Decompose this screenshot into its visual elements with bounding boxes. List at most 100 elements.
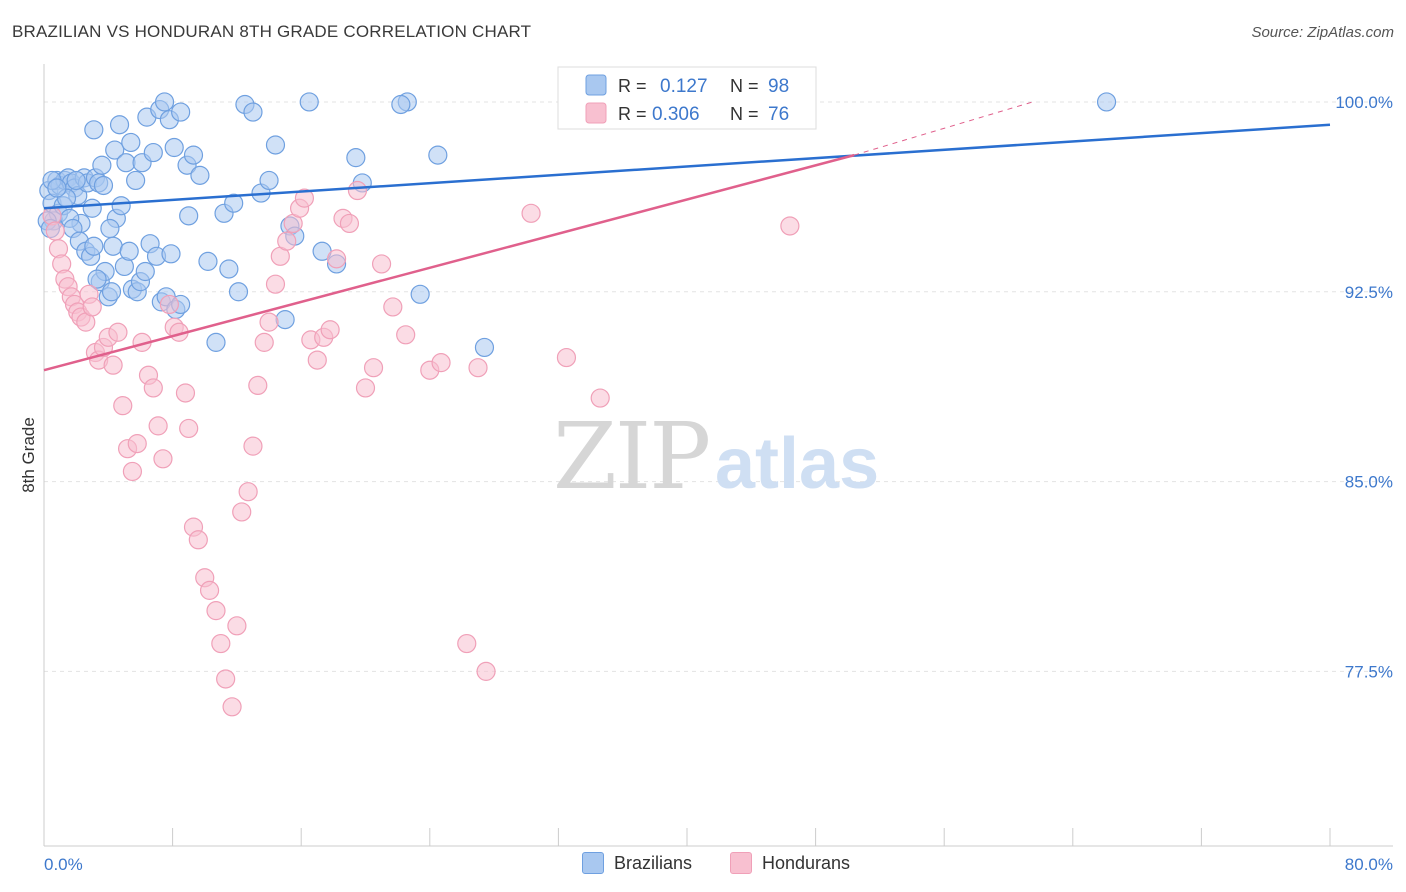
hondurans-point-17 [103, 355, 123, 375]
hondurans-point-69 [457, 633, 477, 654]
brazilians-point-50 [116, 153, 136, 173]
x-tick-label-left: 0.0% [44, 855, 83, 874]
hondurans-point-43 [238, 482, 258, 502]
hondurans-point-18 [108, 322, 128, 342]
hondurans-point-46 [254, 332, 274, 352]
brazilians-point-68 [228, 282, 249, 302]
legend-swatch-brazilians [582, 852, 604, 874]
trend-lines [43, 101, 1331, 372]
brazilians-point-89 [1096, 92, 1117, 112]
hondurans-point-34 [188, 530, 208, 550]
y-axis-label: 8th Grade [19, 417, 38, 493]
brazilians-point-93 [87, 269, 107, 289]
brazilians-point-47 [100, 218, 120, 239]
brazilians-point-86 [428, 145, 448, 165]
legend-label-hondurans: Hondurans [762, 852, 851, 873]
brazilians-point-81 [346, 148, 366, 168]
watermark: ZIP atlas [553, 403, 879, 510]
hondurans-point-74 [590, 388, 610, 408]
brazilians-point-45 [84, 120, 104, 140]
hondurans-point-55 [307, 350, 327, 370]
hondurans-point-50 [277, 231, 297, 251]
stats-swatch-hondurans [585, 102, 607, 124]
brazilians-point-92 [66, 170, 86, 191]
hondurans-point-71 [476, 661, 496, 681]
hondurans-point-57 [320, 320, 340, 340]
hondurans-point-39 [216, 669, 236, 689]
brazilians-point-69 [224, 193, 244, 213]
brazilians-point-60 [171, 102, 191, 122]
brazilians-point-62 [183, 145, 204, 165]
brazilians-point-94 [101, 282, 122, 302]
brazilians-point-52 [126, 170, 146, 191]
legend-swatch-hondurans [730, 852, 752, 874]
brazilians-point-91 [47, 178, 67, 198]
brazilians-point-64 [198, 251, 218, 271]
x-tick-label-right: 80.0% [1345, 855, 1393, 874]
brazilians-point-37 [135, 261, 155, 282]
hondurans-point-19 [113, 396, 133, 416]
legend-item-brazilians: Brazilians [582, 852, 692, 874]
stats-legend-box: R = 0.127 N = 98 R = 0.306 N = 76 [557, 66, 817, 130]
hondurans-point-63 [363, 358, 384, 378]
y-tick-label-0: 100.0% [1335, 93, 1393, 112]
hondurans-point-72 [521, 203, 541, 223]
brazilians-point-73 [259, 170, 279, 191]
hondurans-point-21 [122, 461, 143, 482]
stats-n-value-1: 98 [768, 76, 789, 97]
brazilians-point-46 [92, 155, 112, 175]
brazilians-point-87 [474, 337, 495, 358]
hondurans-point-47 [259, 312, 279, 332]
hondurans-trend-extension [854, 101, 1033, 156]
hondurans-point-25 [143, 378, 163, 398]
stats-n-value-2: 76 [768, 104, 789, 125]
brazilians-point-48 [105, 140, 125, 160]
brazilians-point-29 [103, 236, 123, 256]
brazilians-point-85 [410, 284, 430, 304]
hondurans-point-64 [371, 254, 392, 274]
hondurans-point-40 [222, 697, 242, 717]
stats-r-value-2: 0.306 [652, 104, 700, 125]
brazilians-point-57 [154, 92, 175, 112]
legend-label-brazilians: Brazilians [614, 852, 693, 873]
brazilians-point-65 [206, 332, 226, 352]
y-tick-label-3: 77.5% [1345, 662, 1393, 681]
hondurans-point-44 [243, 436, 263, 456]
hondurans-point-22 [127, 434, 147, 454]
hondurans-point-1 [45, 221, 65, 241]
watermark-zip: ZIP [553, 403, 709, 510]
stats-r-value-1: 0.127 [660, 76, 708, 97]
hondurans-point-75 [780, 216, 800, 236]
hondurans-point-26 [148, 416, 168, 436]
hondurans-point-42 [232, 502, 252, 522]
hondurans-point-48 [265, 274, 286, 294]
hondurans-point-60 [339, 213, 360, 234]
brazilians-point-16 [93, 175, 114, 196]
series-brazilians [37, 92, 1117, 358]
brazilians-point-63 [190, 165, 210, 185]
watermark-atlas: atlas [715, 424, 879, 504]
hondurans-point-58 [326, 249, 347, 269]
brazilians-point-31 [111, 196, 131, 216]
hondurans-point-53 [294, 188, 315, 208]
hondurans-point-31 [175, 383, 196, 403]
hondurans-point-38 [211, 633, 231, 654]
brazilians-point-84 [391, 94, 411, 115]
brazilians-point-59 [164, 137, 184, 158]
hondurans-point-61 [347, 180, 368, 201]
y-tick-labels: 100.0% 92.5% 85.0% 77.5% [1335, 93, 1393, 681]
hondurans-point-66 [396, 325, 416, 345]
brazilians-point-51 [121, 132, 141, 153]
y-tick-label-2: 85.0% [1345, 473, 1393, 492]
brazilians-point-13 [82, 198, 102, 218]
series-hondurans [42, 180, 800, 717]
brazilians-point-75 [275, 310, 295, 330]
hondurans-point-36 [199, 580, 220, 600]
stats-swatch-brazilians [585, 74, 607, 96]
brazilians-trend-line [43, 123, 1331, 210]
y-tick-label-1: 92.5% [1345, 283, 1393, 302]
stats-n-label-2: N = [730, 104, 759, 124]
gridlines [44, 101, 1393, 672]
chart-source: Source: ZipAtlas.com [1251, 24, 1394, 41]
